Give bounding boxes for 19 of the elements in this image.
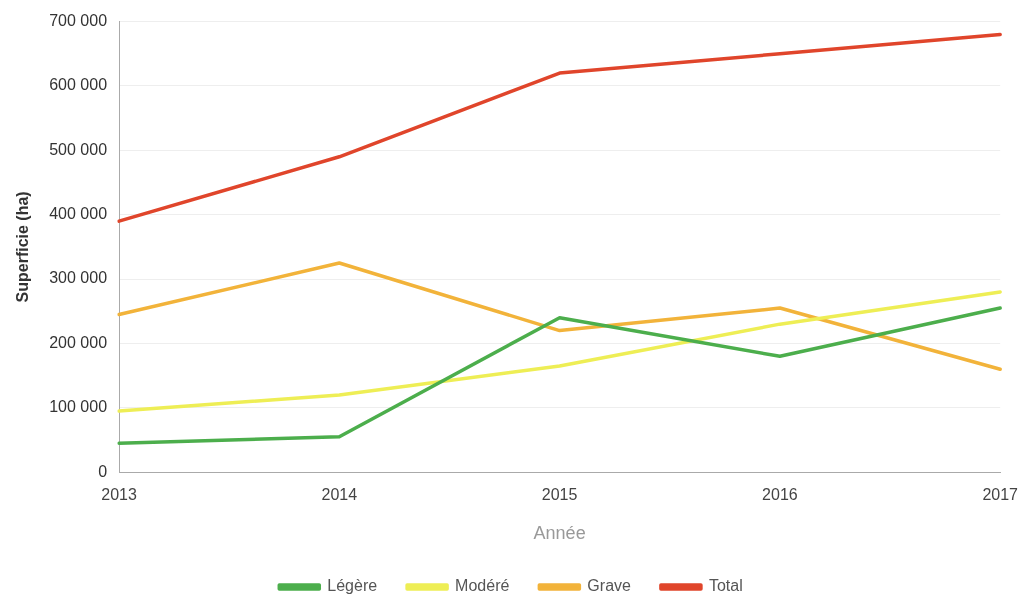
y-tick-label: 400 000 [49,205,108,223]
x-tick-label: 2015 [541,486,578,504]
legend-label: Légère [327,577,378,595]
legend-label: Modéré [455,577,510,595]
x-tick-label: 2017 [982,486,1019,504]
y-tick-label: 100 000 [49,398,108,416]
x-axis-title: Année [533,523,586,544]
y-axis-title: Superficie (ha) [14,191,32,303]
x-tick-label: 2016 [762,486,798,504]
x-tick-label: 2013 [101,486,137,504]
legend-label: Grave [587,577,632,595]
y-tick-label: 500 000 [49,140,108,158]
y-tick-label: 300 000 [49,269,108,287]
y-tick-label: 0 [98,462,108,480]
y-tick-label: 200 000 [49,333,108,351]
x-tick-label: 2014 [321,486,358,504]
y-tick-label: 600 000 [49,76,108,94]
legend-label: Total [708,577,743,595]
y-tick-label: 700 000 [49,12,108,30]
